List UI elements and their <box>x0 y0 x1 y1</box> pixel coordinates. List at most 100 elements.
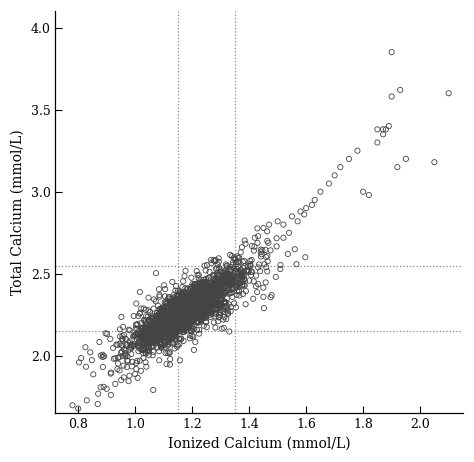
Point <box>150 322 157 330</box>
Point <box>215 258 222 266</box>
Point <box>198 293 205 300</box>
Point <box>185 322 193 329</box>
Point <box>132 321 139 328</box>
Point <box>227 266 235 273</box>
Point <box>179 328 186 336</box>
Point <box>179 306 187 313</box>
Point <box>192 301 200 309</box>
Point <box>198 302 205 310</box>
Point <box>135 312 142 320</box>
Point <box>170 312 178 320</box>
Point <box>178 320 186 327</box>
Point <box>146 338 153 346</box>
Point <box>151 329 158 337</box>
Point <box>191 281 198 288</box>
Point <box>169 313 177 320</box>
Point <box>118 342 125 349</box>
Point <box>218 276 225 284</box>
Point <box>144 328 151 336</box>
Point <box>170 313 178 321</box>
Point <box>128 342 135 349</box>
Point <box>200 292 208 300</box>
Point <box>172 282 180 290</box>
Point <box>141 343 148 351</box>
Point <box>198 296 205 304</box>
Point <box>210 287 218 295</box>
Point <box>208 280 215 287</box>
Point <box>180 312 187 319</box>
Point <box>231 281 238 289</box>
Point <box>146 327 154 334</box>
Point <box>207 313 214 321</box>
Point <box>197 309 204 316</box>
Point <box>142 344 150 351</box>
Point <box>196 304 204 312</box>
Point <box>161 322 168 330</box>
Point <box>156 305 164 312</box>
Point <box>183 294 191 301</box>
Point <box>157 315 164 322</box>
Point <box>173 303 181 310</box>
Point <box>187 327 194 334</box>
Point <box>207 282 214 290</box>
Point <box>206 300 214 308</box>
Point <box>224 310 232 317</box>
Point <box>255 261 263 268</box>
Point <box>126 372 133 379</box>
Point <box>199 296 207 303</box>
Point <box>201 311 209 319</box>
Point <box>200 312 208 319</box>
Point <box>191 312 199 320</box>
Point <box>186 308 193 315</box>
Point <box>141 330 149 337</box>
Point <box>190 304 197 311</box>
Point <box>177 311 185 319</box>
Point <box>276 265 284 273</box>
Point <box>145 331 152 339</box>
Point <box>234 269 242 277</box>
Point <box>120 374 128 381</box>
Point <box>220 305 228 313</box>
Point <box>147 323 155 331</box>
Point <box>198 285 205 292</box>
Point <box>204 291 212 298</box>
Point <box>182 310 190 318</box>
Point <box>143 363 150 371</box>
Point <box>154 319 162 327</box>
Point <box>192 287 200 294</box>
Point <box>177 310 185 317</box>
Point <box>148 333 156 340</box>
Point <box>302 205 310 212</box>
Point <box>186 298 194 306</box>
Point <box>165 336 173 344</box>
Point <box>179 310 186 317</box>
Point <box>181 312 189 319</box>
Point <box>183 305 191 312</box>
Point <box>211 304 219 312</box>
Point <box>174 311 182 319</box>
Point <box>191 312 199 320</box>
Point <box>200 298 208 305</box>
Point <box>144 330 151 337</box>
Point <box>173 317 181 324</box>
Point <box>202 310 210 318</box>
Point <box>150 317 157 325</box>
Point <box>134 339 142 346</box>
Point <box>154 337 162 345</box>
Point <box>186 299 193 306</box>
Point <box>164 313 172 320</box>
Point <box>215 292 223 299</box>
Point <box>201 295 209 302</box>
Point <box>160 310 167 317</box>
Point <box>133 365 140 373</box>
Point <box>126 341 133 349</box>
Point <box>187 315 194 322</box>
Point <box>207 300 215 308</box>
Point <box>201 287 209 295</box>
Point <box>214 286 221 293</box>
Point <box>222 280 230 287</box>
Point <box>231 255 239 263</box>
Point <box>219 291 227 298</box>
Point <box>198 311 206 319</box>
Point <box>175 315 182 322</box>
